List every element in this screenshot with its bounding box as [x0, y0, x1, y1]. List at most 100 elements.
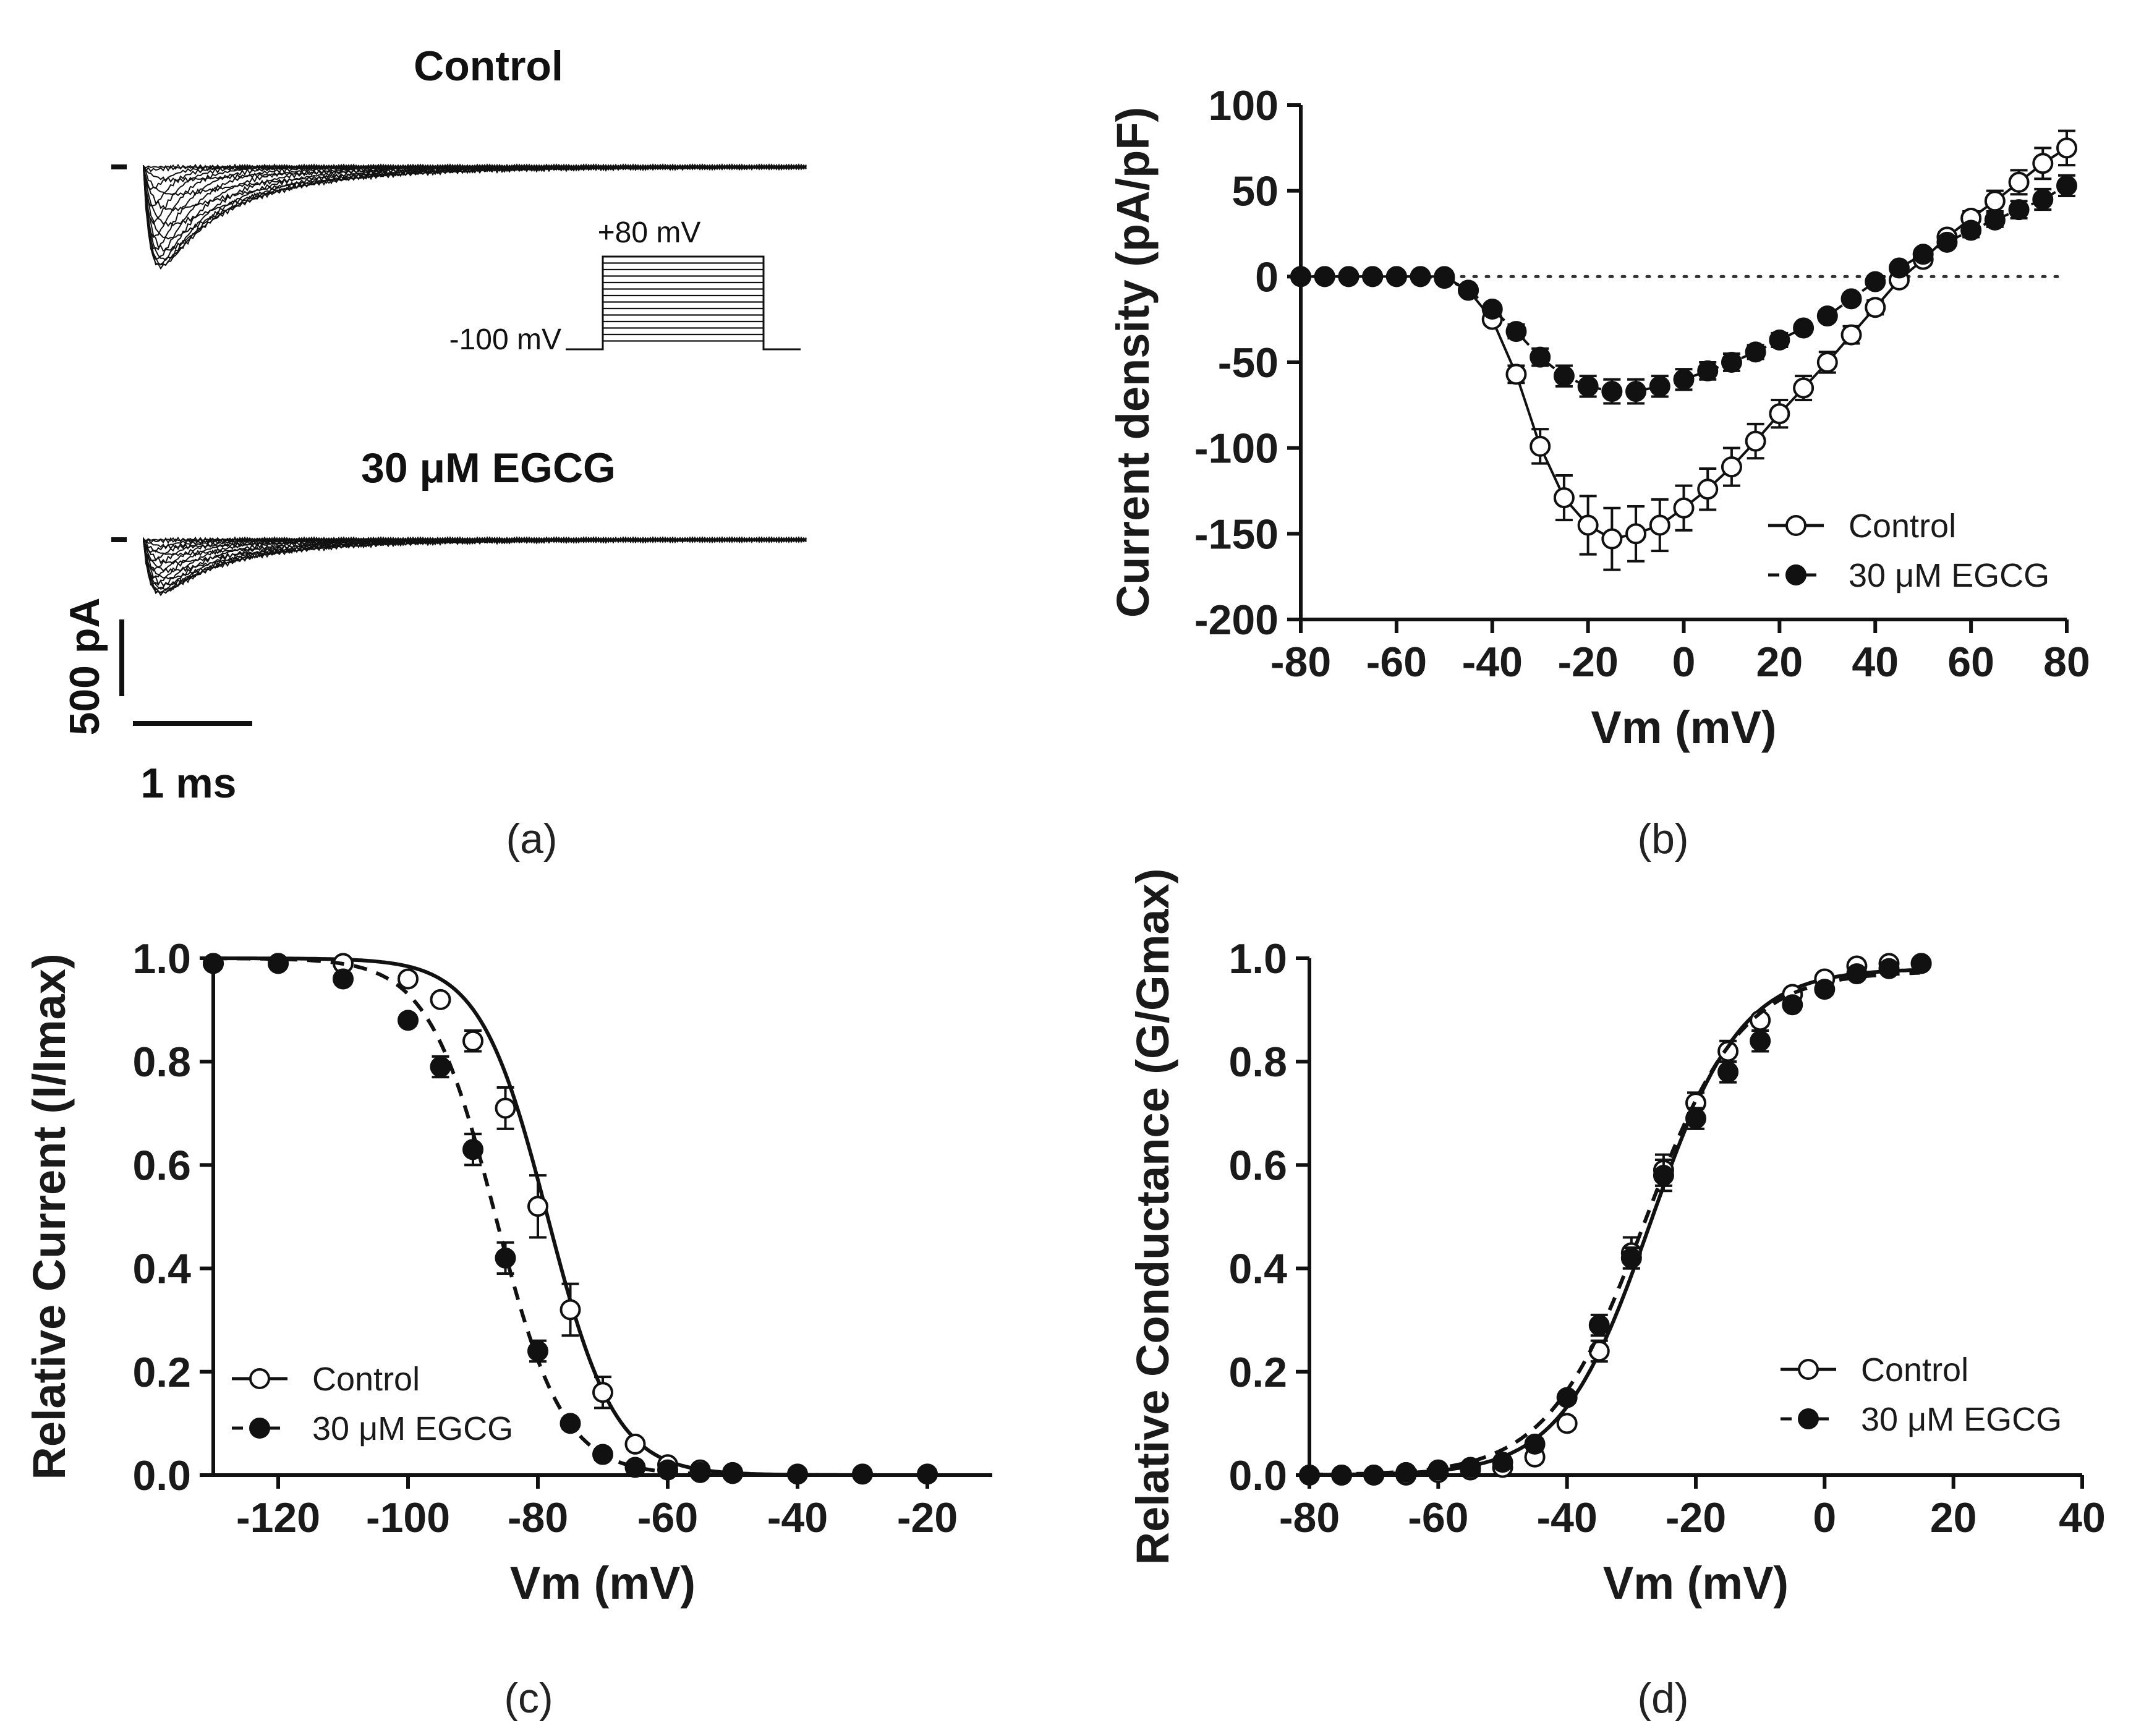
y-tick-label: 0.4	[1228, 1246, 1287, 1293]
legend-marker-control	[1798, 1359, 1819, 1380]
data-point-control	[1769, 403, 1790, 425]
data-point-egcg	[1460, 1457, 1481, 1478]
x-tick-label: 0	[1813, 1494, 1836, 1541]
y-tick-label: -150	[1194, 511, 1279, 558]
data-point-control	[462, 1030, 483, 1052]
x-tick-label: -60	[1408, 1494, 1468, 1541]
data-point-egcg	[1673, 368, 1695, 390]
x-tick-label: 60	[1947, 639, 1994, 686]
data-point-control	[527, 1196, 548, 1217]
panel-c-inactivation: (c) -120 -100 -80 -60 -40 -20 1.0 0.8 0.6 0.4 0.2 0…	[23, 935, 992, 1722]
data-point-egcg	[657, 1459, 678, 1481]
x-tick-label: 80	[2043, 639, 2090, 686]
x-tick-label: -60	[1366, 639, 1427, 686]
data-point-egcg	[1299, 1465, 1320, 1486]
data-point-control	[1505, 364, 1527, 385]
data-point-egcg	[1601, 381, 1623, 402]
current-trace-egcg	[143, 536, 807, 591]
data-point-control	[1673, 497, 1695, 519]
current-trace-control	[143, 163, 807, 270]
legend-marker-egcg	[1798, 1408, 1819, 1429]
y-tick-label: 0.8	[132, 1039, 191, 1086]
y-axis-label: Relative Current (I/Imax)	[23, 953, 75, 1479]
data-point-control	[624, 1433, 646, 1455]
data-point-control	[495, 1097, 516, 1119]
y-tick-label: 0.8	[1228, 1039, 1287, 1086]
data-point-egcg	[1385, 266, 1407, 287]
data-point-egcg	[1620, 1247, 1642, 1269]
data-point-control	[1556, 1413, 1578, 1434]
data-point-control	[430, 989, 451, 1010]
series-line-egcg	[1301, 184, 2067, 393]
data-point-egcg	[430, 1056, 451, 1078]
panel-label-b: (b)	[1637, 815, 1688, 862]
current-trace-egcg	[143, 536, 807, 543]
x-tick-label: 0	[1672, 639, 1696, 686]
data-point-egcg	[1793, 317, 1815, 339]
data-point-egcg	[268, 953, 289, 974]
legend-label-egcg: 30 μM EGCG	[1861, 1401, 2062, 1438]
data-point-egcg	[1721, 352, 1742, 373]
data-point-egcg	[1912, 244, 1934, 265]
data-point-egcg	[1846, 963, 1868, 985]
data-point-egcg	[2032, 189, 2054, 210]
data-point-control	[1721, 456, 1742, 478]
panel-label-d: (d)	[1637, 1675, 1688, 1722]
legend-label-egcg: 30 μM EGCG	[312, 1410, 513, 1447]
legend-label-control: Control	[1849, 508, 1956, 545]
x-tick-label: -40	[1537, 1494, 1598, 1541]
legend-marker-control	[1785, 515, 1806, 536]
data-point-egcg	[592, 1444, 613, 1465]
data-point-egcg	[1814, 979, 1836, 1000]
data-point-control	[1793, 377, 1815, 399]
data-point-egcg	[1524, 1433, 1546, 1455]
current-trace-control	[143, 163, 807, 171]
data-point-egcg	[1458, 279, 1479, 301]
fit-curve-egcg	[1309, 971, 1920, 1477]
data-point-egcg	[1588, 1314, 1610, 1336]
data-point-egcg	[1782, 994, 1803, 1016]
data-point-control	[1745, 430, 1766, 452]
data-point-egcg	[1505, 321, 1527, 343]
traces-control	[143, 163, 807, 270]
data-point-control	[2008, 171, 2030, 193]
legend-marker-control	[249, 1368, 270, 1389]
data-point-egcg	[1984, 209, 2006, 231]
y-tick-label: 0.0	[132, 1452, 191, 1499]
data-point-egcg	[560, 1413, 581, 1434]
data-point-control	[1530, 435, 1551, 457]
data-point-egcg	[1653, 1165, 1674, 1186]
data-point-egcg	[1910, 953, 1932, 974]
data-point-egcg	[1428, 1459, 1449, 1481]
data-point-egcg	[1481, 299, 1503, 320]
data-point-egcg	[787, 1463, 808, 1485]
panel-b-iv-curve: (b) -80 -60 -40 -20 0 20 40 60 80100500-50-100-1…	[1107, 82, 2090, 862]
data-point-control	[1577, 514, 1599, 536]
x-axis-label: Vm (mV)	[1603, 1557, 1789, 1609]
current-trace-control	[143, 163, 807, 260]
data-point-egcg	[1697, 360, 1719, 381]
legend-label-control: Control	[312, 1361, 420, 1398]
trace-title-egcg: 30 μM EGCG	[361, 445, 616, 491]
y-axis-label: Relative Conductance (G/Gmax)	[1127, 869, 1178, 1565]
data-point-egcg	[1878, 958, 1900, 979]
data-point-control	[2056, 137, 2077, 159]
data-point-control	[1697, 479, 1719, 500]
y-tick-label: -50	[1218, 339, 1279, 386]
y-tick-label: -200	[1194, 597, 1279, 644]
data-point-egcg	[1434, 268, 1455, 289]
x-tick-label: -120	[236, 1494, 320, 1541]
x-axis-label: Vm (mV)	[1591, 702, 1776, 753]
voltage-protocol	[566, 255, 801, 351]
data-point-control	[1865, 297, 1886, 318]
x-tick-label: -100	[366, 1494, 450, 1541]
x-tick-label: 20	[1756, 639, 1803, 686]
data-point-egcg	[1960, 219, 1982, 241]
y-tick-label: -100	[1194, 425, 1279, 472]
data-point-egcg	[1936, 231, 1958, 253]
data-point-egcg	[1750, 1030, 1771, 1052]
y-tick-label: 0.0	[1228, 1452, 1287, 1499]
current-trace-control	[143, 163, 807, 265]
x-tick-label: -40	[1462, 639, 1523, 686]
